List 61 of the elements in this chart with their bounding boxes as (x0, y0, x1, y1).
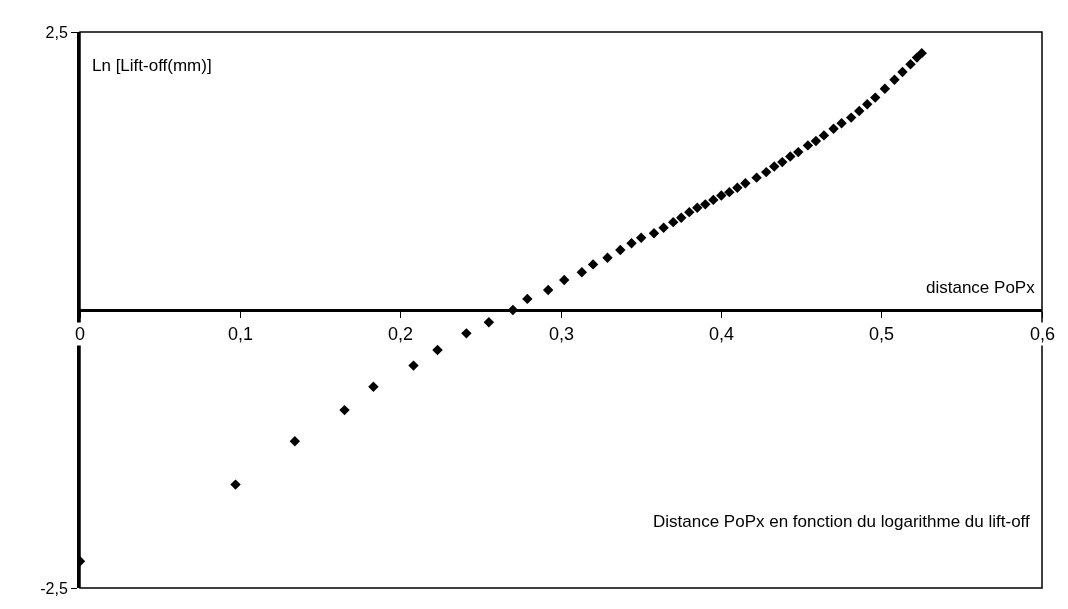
point (740, 178, 751, 189)
point (802, 140, 814, 151)
x-tick-label: 0,6 (1030, 324, 1056, 344)
x-tick-label: 0,2 (388, 324, 414, 344)
point (879, 83, 891, 94)
point (432, 344, 443, 356)
point (777, 156, 788, 168)
point (854, 105, 865, 117)
point (889, 74, 900, 86)
point (793, 146, 804, 158)
point (818, 130, 830, 141)
point (576, 266, 588, 278)
point (684, 206, 695, 218)
point (559, 274, 570, 286)
point (708, 194, 719, 206)
point (785, 151, 796, 162)
point (810, 135, 822, 147)
point (769, 161, 780, 172)
y-tick-label: -2,5 (40, 579, 68, 597)
point (230, 479, 241, 490)
point (408, 360, 419, 371)
point (828, 123, 839, 134)
x-axis-title: distance PoPx (926, 278, 1036, 297)
x-tick-label: 0,3 (549, 324, 575, 344)
point (916, 47, 927, 59)
point (635, 232, 647, 243)
x-tick-label: 0,1 (228, 324, 254, 344)
point (658, 222, 669, 233)
point (732, 182, 743, 193)
point (761, 166, 772, 178)
point (700, 199, 711, 210)
y-tick-label: 2,5 (45, 23, 68, 41)
x-tick-label: 0,5 (869, 324, 895, 344)
point (587, 259, 599, 270)
point (461, 328, 472, 339)
x-tick-label: 0,4 (709, 324, 735, 344)
point (626, 238, 637, 249)
point (668, 216, 679, 228)
point (870, 92, 881, 103)
point (862, 99, 873, 110)
point (615, 244, 626, 256)
point (368, 381, 379, 392)
point (724, 186, 735, 198)
point (648, 228, 660, 239)
point (602, 252, 613, 263)
point (339, 404, 350, 416)
point (289, 436, 301, 447)
point (692, 202, 703, 213)
point (676, 212, 687, 223)
point (897, 66, 908, 78)
point (716, 190, 727, 201)
point (846, 112, 857, 123)
point (542, 284, 554, 296)
point (751, 172, 762, 183)
point (905, 59, 916, 70)
text: Distance PoPx en fonction du logarithme du lift-off (653, 512, 1031, 531)
y-axis-title: Ln [Lift-off(mm)] (92, 56, 212, 75)
point (483, 317, 495, 328)
point (522, 293, 533, 305)
point (836, 117, 847, 129)
x-tick-label: 0 (75, 324, 86, 344)
